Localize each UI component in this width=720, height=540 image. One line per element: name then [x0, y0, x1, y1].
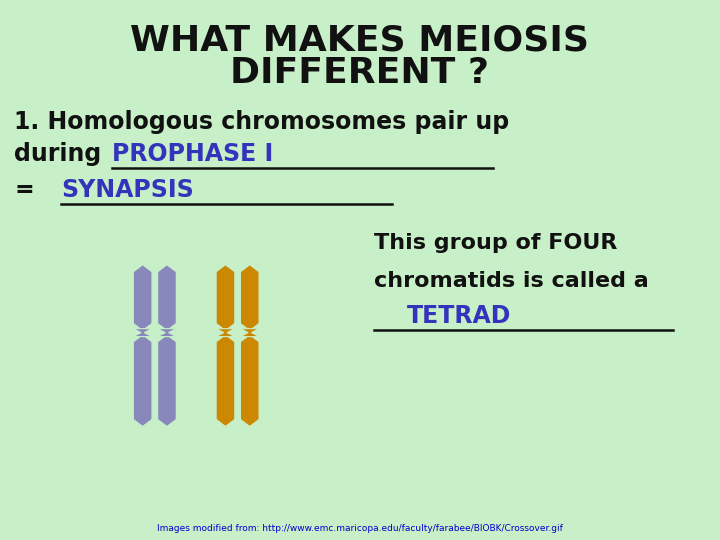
Polygon shape	[216, 329, 235, 336]
Polygon shape	[240, 265, 259, 330]
Polygon shape	[216, 265, 235, 330]
Text: Images modified from: http://www.emc.maricopa.edu/faculty/farabee/BIOBK/Crossove: Images modified from: http://www.emc.mar…	[157, 524, 563, 532]
Text: SYNAPSIS: SYNAPSIS	[61, 178, 194, 202]
Text: This group of FOUR: This group of FOUR	[374, 233, 618, 253]
Polygon shape	[133, 335, 152, 427]
Polygon shape	[158, 329, 176, 336]
Text: PROPHASE I: PROPHASE I	[112, 142, 273, 166]
Polygon shape	[158, 265, 176, 330]
Polygon shape	[133, 329, 152, 336]
Polygon shape	[240, 335, 259, 427]
Text: WHAT MAKES MEIOSIS: WHAT MAKES MEIOSIS	[130, 24, 590, 57]
Text: during: during	[14, 142, 110, 166]
Text: 1. Homologous chromosomes pair up: 1. Homologous chromosomes pair up	[14, 110, 510, 133]
Polygon shape	[133, 265, 152, 330]
Text: TETRAD: TETRAD	[407, 304, 511, 328]
Polygon shape	[158, 335, 176, 427]
Text: chromatids is called a: chromatids is called a	[374, 271, 649, 291]
Polygon shape	[216, 335, 235, 427]
Text: DIFFERENT ?: DIFFERENT ?	[230, 56, 490, 90]
Text: =: =	[14, 178, 34, 202]
Polygon shape	[240, 329, 259, 336]
